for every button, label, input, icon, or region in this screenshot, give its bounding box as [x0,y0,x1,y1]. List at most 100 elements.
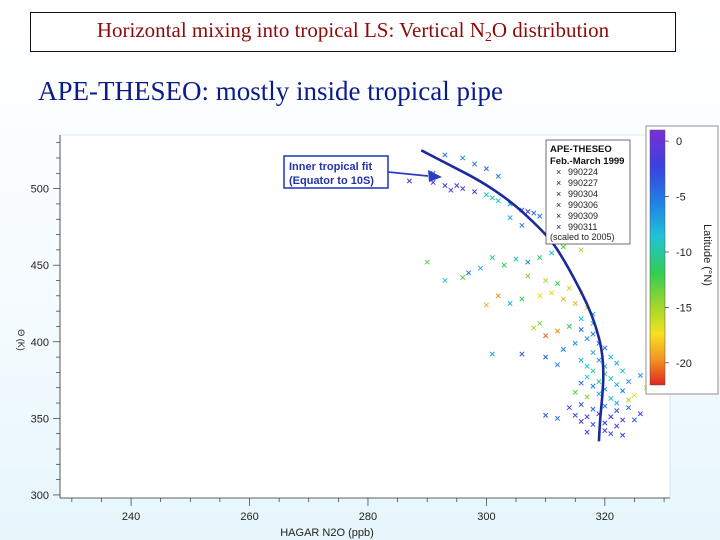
legend-marker: × [556,200,561,210]
y-axis-label: Θ (K) [16,329,26,351]
data-point [483,166,489,172]
slide-title-box: Horizontal mixing into tropical LS: Vert… [30,12,676,52]
data-point [430,179,436,186]
data-point [625,397,632,403]
data-markers [406,152,649,438]
data-point [590,406,596,412]
data-point [519,222,525,228]
data-point [489,195,495,201]
y-tick-label: 500 [31,184,49,196]
data-point [525,259,531,265]
data-point [566,323,572,330]
data-point [466,270,472,276]
data-point [495,293,501,299]
data-point [602,403,608,409]
colorbar-tick-label: -10 [676,247,692,259]
data-point [614,400,620,406]
colorbar-label: Latitude (°N) [701,224,713,286]
data-point [578,380,584,386]
data-point [625,405,632,411]
callout-line-2: (Equator to 10S) [289,175,374,187]
data-point [584,336,590,342]
data-point [596,379,602,385]
colorbar-tick-label: 0 [676,136,682,148]
data-point [477,265,484,271]
data-point [424,259,430,265]
x-tick-label: 280 [359,511,377,523]
legend-flight-label: 990309 [568,211,598,221]
legend-flight-label: 990306 [568,200,598,210]
legend-marker: × [556,222,561,232]
data-point [442,182,448,189]
data-point [554,281,561,287]
data-point [495,173,501,179]
data-point [472,189,478,195]
data-point [608,375,614,382]
legend-note: (scaled to 2005) [550,232,615,242]
data-point [519,296,525,302]
data-point [537,293,543,299]
data-point [637,372,643,379]
legend-period: Feb.-March 1999 [550,156,624,167]
colorbar-ticks: 0 -5 -10 -15 -20 [665,136,692,370]
fit-curve [420,149,605,442]
data-point [584,374,590,380]
data-point [543,412,549,418]
data-point [537,213,543,219]
data-point [525,209,531,215]
data-point [554,328,561,334]
data-point [572,389,578,395]
colorbar: 0 -5 -10 -15 -20 Latitude (°N) [645,125,719,395]
legend-items: × 990224 × 990227 × 990304 × 990306 × 990309 × 9903… [556,167,598,232]
data-point [483,302,489,308]
data-point [614,408,620,414]
data-point [554,415,561,421]
data-point [572,340,578,346]
data-point [578,402,584,408]
data-point [584,429,590,435]
callout-arrow-line [387,171,429,177]
data-point [590,349,596,356]
data-point [620,368,626,374]
callout-box [283,155,389,189]
slide-subtitle: APE-THESEO: mostly inside tropical pipe [38,76,503,106]
data-point [442,277,448,284]
data-point [537,320,543,326]
data-point [608,354,614,360]
slide-title-subscript: 2 [484,30,492,45]
data-point [507,215,513,221]
x-tick-label: 320 [596,511,614,523]
data-point [572,300,578,307]
data-point [631,417,638,423]
data-point [578,357,584,363]
legend-flight-label: 990311 [568,222,597,232]
data-point [537,254,543,261]
data-point [566,405,572,411]
legend-marker: × [556,211,561,221]
data-point [560,346,566,352]
data-point [489,351,495,357]
data-point [608,395,614,401]
data-point [543,354,549,360]
data-point [489,254,495,261]
y-tick-label: 450 [31,260,49,272]
y-axis: 300 350 400 450 500 [31,135,61,502]
colorbar-tick-label: -20 [676,358,692,370]
data-point [608,414,614,420]
data-point [460,274,466,280]
data-point [578,326,584,333]
data-point [460,186,466,192]
data-point [602,428,608,434]
slide-title-tail: O distribution [491,18,610,42]
y-tick-label: 350 [31,413,49,425]
data-point [614,423,620,429]
legend-flight-label: 990227 [568,178,598,188]
data-point [608,431,614,437]
data-point [543,333,549,339]
legend-box [545,139,631,245]
data-point [602,345,608,351]
data-point [637,411,643,417]
x-axis: 240 260 280 300 320 [60,497,670,523]
data-point [448,187,454,193]
